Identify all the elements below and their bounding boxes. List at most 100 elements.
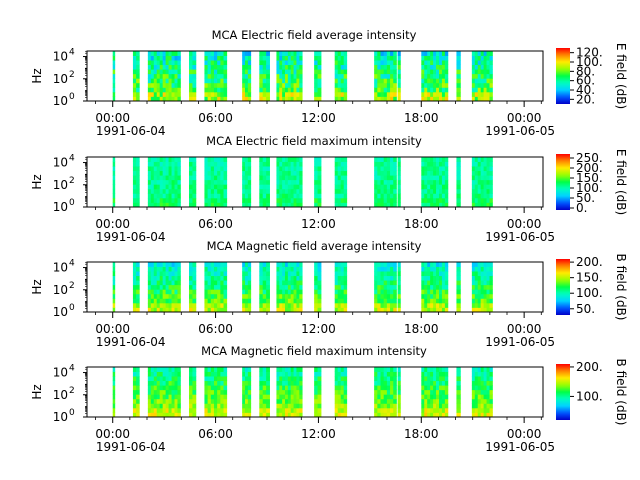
heatmap-cell bbox=[477, 302, 482, 308]
heatmap-cell bbox=[483, 82, 487, 88]
heatmap-cell bbox=[217, 403, 221, 409]
heatmap-cell bbox=[480, 380, 485, 386]
heatmap-cell bbox=[247, 284, 252, 290]
heatmap-cell bbox=[393, 412, 397, 418]
heatmap-cell bbox=[242, 284, 246, 290]
heatmap-cell bbox=[424, 412, 428, 418]
heatmap-cell bbox=[279, 403, 283, 409]
heatmap-cell bbox=[276, 157, 280, 162]
heatmap-cell bbox=[156, 184, 161, 190]
heatmap-cell bbox=[393, 91, 397, 97]
heatmap-cell bbox=[299, 184, 303, 190]
heatmap-cell bbox=[421, 87, 425, 93]
heatmap-cell bbox=[421, 289, 425, 295]
heatmap-cell bbox=[245, 293, 249, 299]
heatmap-cell bbox=[383, 161, 388, 167]
heatmap-cell bbox=[489, 389, 493, 395]
heatmap-cell bbox=[159, 51, 164, 56]
heatmap-cell bbox=[174, 376, 178, 382]
heatmap-cell bbox=[287, 302, 292, 308]
heatmap-cell bbox=[136, 376, 140, 382]
heatmap-cell bbox=[279, 262, 283, 267]
heatmap-cell bbox=[444, 51, 449, 56]
heatmap-cell bbox=[204, 298, 209, 304]
heatmap-cell bbox=[285, 197, 289, 203]
heatmap-cell bbox=[439, 73, 443, 79]
heatmap-cell bbox=[153, 302, 158, 308]
heatmap-cell bbox=[380, 175, 385, 181]
heatmap-cell bbox=[334, 161, 339, 167]
heatmap-cell bbox=[471, 289, 476, 295]
x-tick-label: 00:00 bbox=[507, 111, 542, 125]
heatmap-cell bbox=[439, 157, 443, 162]
heatmap-cell bbox=[444, 367, 449, 372]
heatmap-cell bbox=[374, 403, 378, 409]
heatmap-cell bbox=[220, 371, 224, 377]
heatmap-cell bbox=[217, 394, 221, 400]
heatmap-cell bbox=[427, 380, 431, 386]
heatmap-cell bbox=[477, 403, 482, 409]
heatmap-cell bbox=[287, 96, 292, 102]
heatmap-cell bbox=[421, 367, 425, 372]
heatmap-cell bbox=[168, 82, 172, 88]
heatmap-cell bbox=[147, 298, 152, 304]
heatmap-cell bbox=[136, 367, 140, 372]
heatmap-cell bbox=[334, 175, 339, 181]
heatmap-cell bbox=[340, 403, 345, 409]
heatmap-cell bbox=[334, 380, 339, 386]
heatmap-cell bbox=[427, 202, 431, 208]
heatmap-cell bbox=[242, 157, 246, 162]
heatmap-cell bbox=[262, 161, 267, 167]
heatmap-cell bbox=[397, 170, 401, 176]
heatmap-cell bbox=[317, 188, 322, 194]
heatmap-cell bbox=[174, 293, 178, 299]
heatmap-cell bbox=[162, 293, 167, 299]
heatmap-cell bbox=[489, 407, 493, 413]
heatmap-cell bbox=[153, 385, 158, 391]
heatmap-cell bbox=[337, 403, 342, 409]
heatmap-cell bbox=[293, 380, 297, 386]
heatmap-cell bbox=[386, 376, 391, 382]
heatmap-cell bbox=[340, 289, 345, 295]
heatmap-cell bbox=[471, 302, 476, 308]
heatmap-cell bbox=[421, 51, 425, 56]
heatmap-cell bbox=[220, 389, 224, 395]
heatmap-cell bbox=[282, 175, 286, 181]
heatmap-cell bbox=[477, 64, 482, 70]
heatmap-cell bbox=[165, 170, 169, 176]
heatmap-cell bbox=[287, 69, 292, 75]
heatmap-cell bbox=[390, 161, 394, 167]
heatmap-cell bbox=[421, 403, 425, 409]
heatmap-cell bbox=[390, 275, 394, 281]
heatmap-cell bbox=[156, 371, 161, 377]
heatmap-cell bbox=[136, 188, 140, 194]
heatmap-cell bbox=[266, 307, 270, 313]
heatmap-cell bbox=[480, 376, 485, 382]
heatmap-cell bbox=[220, 293, 224, 299]
heatmap-cell bbox=[293, 188, 297, 194]
heatmap-cell bbox=[317, 262, 322, 267]
heatmap-cell bbox=[477, 51, 482, 56]
heatmap-cell bbox=[213, 275, 218, 281]
heatmap-cell bbox=[245, 91, 249, 97]
heatmap-cell bbox=[430, 175, 434, 181]
heatmap-cell bbox=[477, 161, 482, 167]
heatmap-cell bbox=[421, 157, 425, 162]
heatmap-cell bbox=[441, 403, 446, 409]
heatmap-cell bbox=[427, 275, 431, 281]
heatmap-cell bbox=[427, 64, 431, 70]
heatmap-cell bbox=[427, 385, 431, 391]
heatmap-cell bbox=[262, 87, 267, 93]
heatmap-cell bbox=[189, 403, 193, 409]
heatmap-cell bbox=[171, 280, 175, 286]
heatmap-cell bbox=[168, 78, 172, 84]
heatmap-cell bbox=[168, 96, 172, 102]
heatmap-cell bbox=[259, 193, 264, 199]
heatmap-cell bbox=[150, 51, 155, 56]
heatmap-cell bbox=[159, 179, 164, 185]
heatmap-cell bbox=[279, 82, 283, 88]
heatmap-cell bbox=[213, 51, 218, 56]
heatmap-cell bbox=[314, 188, 318, 194]
heatmap-cell bbox=[136, 284, 140, 290]
panel-title: MCA Magnetic field average intensity bbox=[207, 239, 422, 253]
